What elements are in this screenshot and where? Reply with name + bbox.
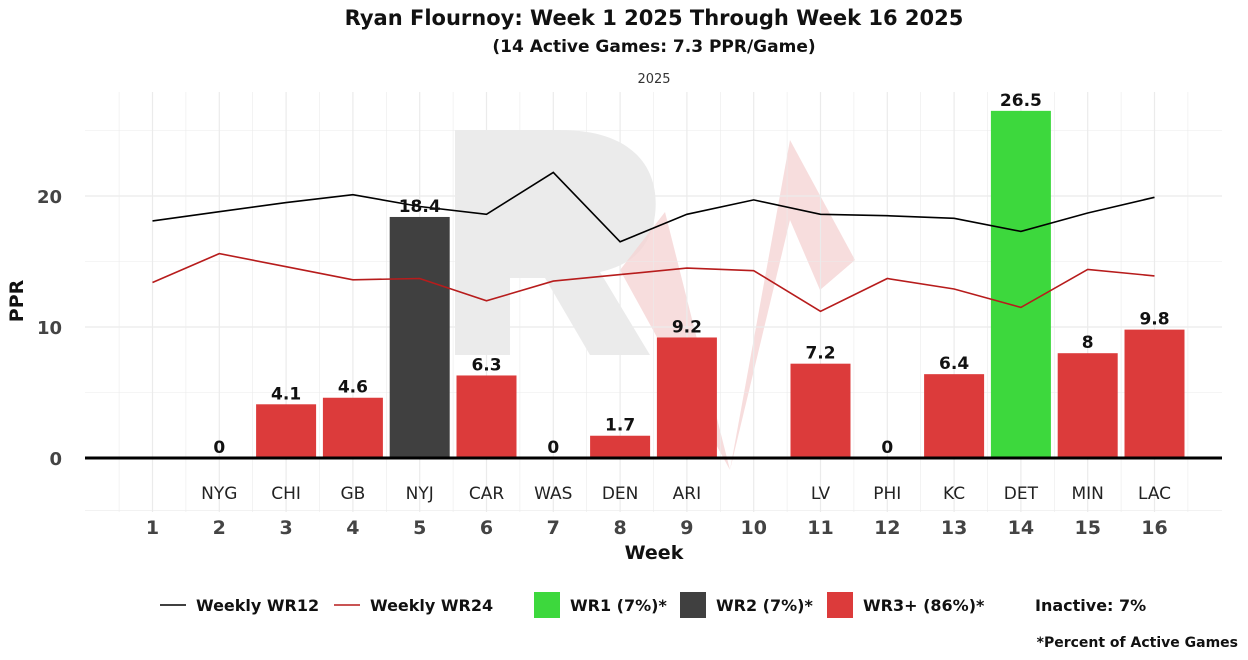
x-tick-label: 4 [346, 517, 359, 539]
legend-inactive-label: Inactive: 7% [1035, 596, 1146, 615]
bar-week-9 [656, 337, 717, 458]
x-tick-label: 11 [807, 517, 833, 539]
legend-wr2-swatch [680, 592, 706, 618]
legend-wr3-label: WR3+ (86%)* [863, 596, 985, 615]
reference-lines [152, 171, 1155, 313]
x-tick-label: 16 [1141, 517, 1167, 539]
bar-value-label: 7.2 [805, 344, 835, 364]
bars [256, 110, 1185, 458]
y-tick-label: 10 [37, 318, 62, 339]
bar-week-5 [389, 216, 450, 458]
bar-value-label: 0 [881, 438, 893, 458]
opponent-label: DET [1004, 484, 1039, 504]
watermark-arrow [620, 140, 855, 470]
x-tick-label: 8 [613, 517, 626, 539]
opponent-label: KC [943, 484, 965, 504]
x-tick-labels: 1 2 3 4 5 6 7 8 9 10 11 12 13 14 15 16 [146, 517, 1168, 539]
y-axis-title: PPR [6, 279, 28, 322]
legend: Weekly WR12 Weekly WR24 WR1 (7%)* WR2 (7… [160, 592, 1146, 618]
bar-value-label: 4.6 [338, 378, 368, 398]
x-tick-label: 1 [146, 517, 159, 539]
opponent-label: CAR [469, 484, 504, 504]
x-tick-label: 15 [1074, 517, 1100, 539]
bar-value-labels: 0 4.1 4.6 18.4 6.3 0 1.7 9.2 7.2 0 6.4 26.5 8 9.8 [213, 91, 1169, 458]
opponent-label: ARI [673, 484, 701, 504]
x-tick-label: 2 [213, 517, 226, 539]
x-tick-label: 10 [740, 517, 766, 539]
opponent-label: NYG [201, 484, 237, 504]
legend-wr12-label: Weekly WR12 [196, 596, 319, 615]
watermark-letter [455, 130, 656, 355]
x-tick-label: 6 [480, 517, 493, 539]
opponent-label: CHI [271, 484, 301, 504]
bar-value-label: 26.5 [1000, 91, 1042, 111]
y-tick-label: 0 [49, 449, 62, 470]
opponent-labels: NYG CHI GB NYJ CAR WAS DEN ARI LV PHI KC DET MIN LAC [201, 484, 1171, 504]
x-tick-label: 5 [413, 517, 426, 539]
chart-title: Ryan Flournoy: Week 1 2025 Through Week … [345, 6, 964, 30]
legend-wr3-swatch [827, 592, 853, 618]
bar-week-15 [1057, 353, 1118, 458]
bar-value-label: 18.4 [399, 197, 441, 217]
opponent-label: WAS [534, 484, 572, 504]
bar-value-label: 0 [547, 438, 559, 458]
watermark-logo [455, 130, 855, 470]
bar-value-label: 4.1 [271, 384, 301, 404]
bar-value-label: 6.4 [939, 354, 969, 374]
gridlines [85, 92, 1222, 512]
x-tick-label: 13 [941, 517, 967, 539]
y-tick-labels: 0 10 20 [37, 187, 62, 470]
opponent-label: GB [340, 484, 365, 504]
x-tick-label: 14 [1008, 517, 1034, 539]
bar-value-label: 0 [213, 438, 225, 458]
bar-week-11 [790, 363, 851, 458]
bar-value-label: 1.7 [605, 416, 635, 436]
bar-week-16 [1124, 329, 1185, 458]
opponent-label: LAC [1138, 484, 1171, 504]
bar-value-label: 9.2 [672, 317, 702, 337]
bar-value-label: 9.8 [1139, 310, 1169, 330]
line-weekly-wr24 [152, 252, 1155, 313]
footnote: *Percent of Active Games [1037, 635, 1238, 651]
x-tick-label: 9 [680, 517, 693, 539]
x-axis-title: Week [625, 542, 684, 564]
bar-week-3 [256, 404, 317, 458]
opponent-label: DEN [602, 484, 639, 504]
legend-wr1-swatch [534, 592, 560, 618]
facet-label: 2025 [637, 72, 670, 87]
bar-value-label: 8 [1082, 333, 1094, 353]
x-tick-label: 7 [547, 517, 560, 539]
opponent-label: NYJ [406, 484, 434, 504]
legend-wr2-label: WR2 (7%)* [716, 596, 813, 615]
bar-week-8 [590, 435, 651, 458]
opponent-label: PHI [873, 484, 901, 504]
bar-week-6 [456, 375, 517, 458]
bar-week-14 [990, 110, 1051, 458]
opponent-label: LV [811, 484, 831, 504]
bar-week-13 [924, 374, 985, 458]
legend-wr24-label: Weekly WR24 [370, 596, 493, 615]
line-weekly-wr12 [152, 171, 1155, 243]
x-tick-label: 3 [279, 517, 292, 539]
bar-value-label: 6.3 [471, 355, 501, 375]
y-tick-label: 20 [37, 187, 62, 208]
legend-wr1-label: WR1 (7%)* [570, 596, 667, 615]
chart-subtitle: (14 Active Games: 7.3 PPR/Game) [492, 37, 815, 57]
x-tick-label: 12 [874, 517, 900, 539]
opponent-label: MIN [1071, 484, 1103, 504]
bar-week-4 [322, 397, 383, 458]
